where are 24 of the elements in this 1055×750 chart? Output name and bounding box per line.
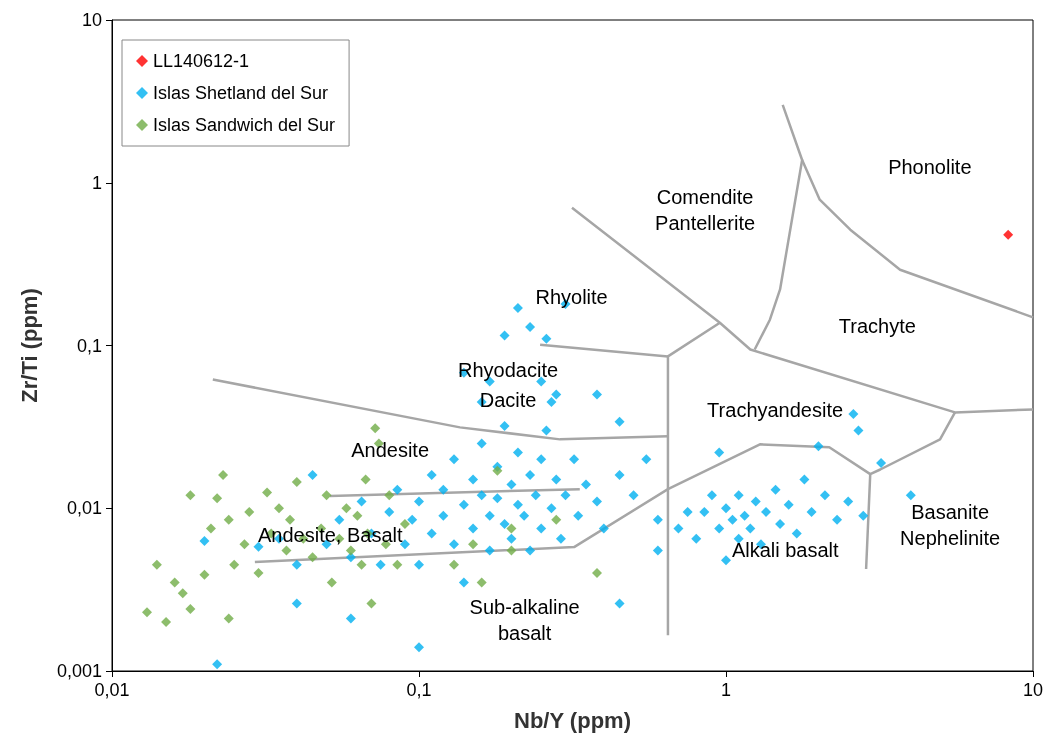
annotation: Rhyolite [535, 285, 608, 308]
y-tick-label: 1 [91, 172, 102, 193]
legend-label: Islas Sandwich del Sur [153, 115, 336, 135]
annotation: Sub-alkaline basalt [469, 596, 580, 645]
annotation: Trachyte [838, 314, 916, 337]
x-tick-label: 10 [1022, 680, 1044, 700]
x-tick-label: 0,1 [406, 680, 432, 700]
annotation: Basanite Nephelinite [900, 501, 1001, 550]
annotation: Andesite [351, 439, 430, 462]
y-tick-label: 0,1 [76, 335, 102, 356]
annotation: Phonolite [888, 156, 972, 179]
y-axis-title: Zr/Ti (ppm) [16, 288, 42, 403]
annotation: Trachyandesite [707, 398, 844, 421]
x-axis-title: Nb/Y (ppm) [514, 707, 631, 733]
x-tick-label: 1 [720, 680, 732, 700]
legend-label: LL140612-1 [153, 51, 250, 71]
y-tick-label: 0,01 [66, 498, 102, 519]
legend-label: Islas Shetland del Sur [153, 83, 329, 103]
y-tick-label: 0,001 [56, 661, 102, 681]
y-tick-label: 10 [81, 10, 102, 30]
annotation: Comendite Pantellerite [655, 186, 756, 235]
annotation: Rhyodacite [458, 359, 559, 382]
x-tick-label: 0,01 [94, 680, 130, 700]
annotation: Alkali basalt [731, 538, 840, 561]
